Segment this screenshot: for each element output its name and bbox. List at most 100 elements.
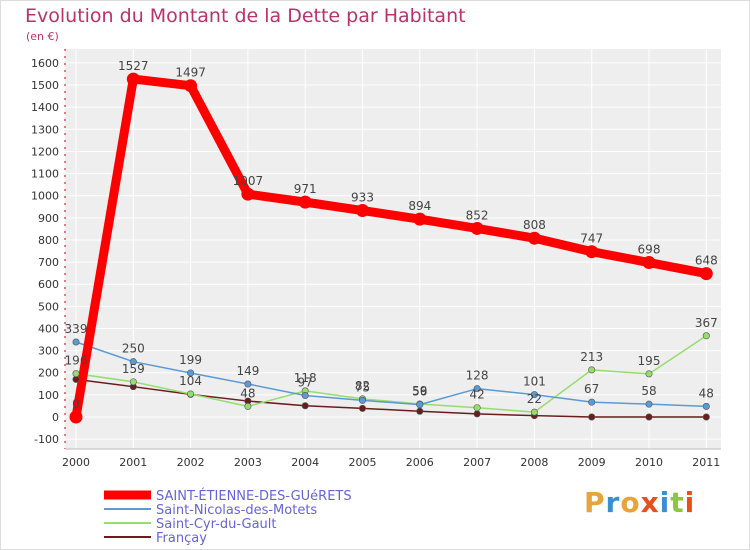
logo-letter: t [670,486,685,519]
y-tick-label: 400 [38,322,59,335]
data-label: 698 [638,243,661,257]
x-tick-label: 2001 [119,456,147,469]
data-point [588,366,596,374]
data-label: 196 [65,354,88,368]
data-point [530,391,538,399]
data-label: 808 [523,218,546,232]
data-point [642,256,656,270]
y-tick-label: 0 [52,411,59,424]
data-point [530,408,538,416]
data-point [244,380,252,388]
data-point [301,392,309,400]
data-point [356,204,369,218]
data-point [69,410,83,424]
data-label: 97 [298,376,313,390]
data-point [72,375,80,383]
data-point [241,187,255,201]
data-point [473,385,481,393]
data-label: 67 [584,382,599,396]
x-tick-label: 2008 [520,456,548,469]
chart-title: Evolution du Montant de la Dette par Hab… [25,5,466,27]
data-point [72,338,80,346]
data-label: 933 [351,191,374,205]
logo-letter: P [584,486,606,519]
data-point [126,72,140,86]
y-tick-label: 1100 [31,168,59,181]
data-point [645,413,653,421]
data-point [416,401,424,409]
data-point [645,400,653,408]
data-point [470,221,484,235]
y-tick-label: 800 [38,234,59,247]
data-point [129,378,137,386]
x-tick-label: 2007 [463,456,491,469]
data-point [187,369,195,377]
y-tick-label: 700 [38,256,59,269]
data-label: 82 [355,379,370,393]
data-label: 1497 [175,66,206,80]
data-label: 159 [122,362,145,376]
data-label: 59 [412,384,427,398]
plot-background [65,49,721,449]
data-label: 747 [580,232,603,246]
series-line [75,335,708,413]
data-label: 42 [469,388,484,402]
legend-label: Françay [156,531,207,546]
y-tick-label: -100 [34,433,59,446]
series-line [75,378,708,418]
data-point [244,402,252,410]
y-tick-label: 1300 [31,123,59,136]
data-point [416,407,424,415]
x-tick-label: 2003 [234,456,262,469]
data-label: 250 [122,342,145,356]
data-label: 101 [523,375,546,389]
x-tick-label: 2002 [177,456,205,469]
data-label: 213 [580,350,603,364]
data-label: 195 [638,354,661,368]
y-tick-label: 1200 [31,145,59,158]
data-point [72,370,80,378]
data-point [702,413,710,421]
data-label: 852 [466,208,489,222]
data-point [187,390,195,398]
legend-label: Saint-Nicolas-des-Motets [156,503,317,518]
data-label: 1527 [118,59,149,73]
data-label: 199 [179,353,202,367]
logo-letter: o [620,486,641,519]
data-label: 56 [412,385,427,399]
y-tick-label: 600 [38,278,59,291]
data-label: 894 [408,199,431,213]
data-label: 648 [695,254,718,268]
data-point [527,231,541,245]
x-tick-label: 2000 [62,456,90,469]
data-label: 367 [695,316,718,330]
x-tick-label: 2009 [578,456,606,469]
data-label: 118 [294,371,317,385]
data-point [301,402,309,410]
data-label: 48 [240,386,255,400]
x-tick-label: 2006 [406,456,434,469]
data-point [588,398,596,406]
data-label: 58 [641,384,656,398]
y-tick-label: 500 [38,300,59,313]
data-point [702,332,710,340]
legend-label: SAINT-ÉTIENNE-DES-GUéRETS [156,488,352,504]
data-point [184,79,198,93]
chart-subtitle: (en €) [26,30,59,43]
data-point [473,410,481,418]
logo-letter: x [640,486,660,519]
data-label: 971 [294,182,317,196]
y-tick-label: 1000 [31,190,59,203]
data-point [473,404,481,412]
x-tick-label: 2011 [692,456,720,469]
logo-letter: i [684,486,696,519]
data-label: 104 [179,374,202,388]
data-point [588,413,596,421]
y-tick-label: 200 [38,367,59,380]
data-label: 149 [236,364,259,378]
data-label: 0 [72,397,80,411]
data-label: 22 [527,392,542,406]
data-label: 128 [466,369,489,383]
